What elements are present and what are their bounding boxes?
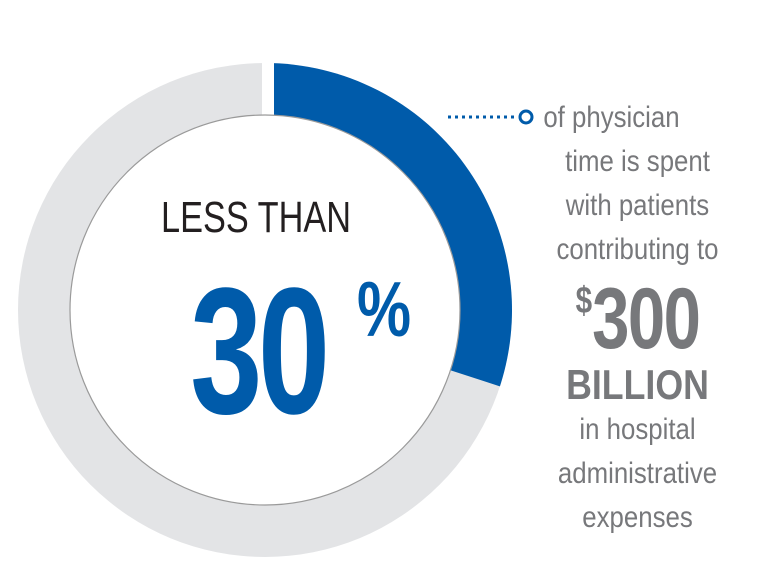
inner-disk	[69, 114, 461, 506]
stat-unit: %	[357, 266, 411, 353]
cost-number: 300	[592, 271, 701, 367]
cost-amount: $300	[546, 276, 729, 362]
cost-line: expenses	[582, 501, 693, 534]
cost-unit: BILLION	[566, 361, 709, 408]
hollow-circle-marker-icon	[518, 109, 534, 125]
stat-prefix: LESS THAN	[161, 193, 351, 242]
cost-line: in hospital	[579, 413, 696, 446]
stat-value: 30	[190, 251, 326, 452]
description-line: with patients	[565, 189, 710, 222]
callout-column: of physician time is spent with patients…	[520, 96, 755, 540]
description-line: contributing to	[556, 233, 719, 266]
cost-line: administrative	[557, 457, 718, 490]
cost-currency: $	[575, 280, 593, 322]
description-line: time is spent	[565, 145, 710, 178]
description-line: of physician	[543, 101, 680, 134]
